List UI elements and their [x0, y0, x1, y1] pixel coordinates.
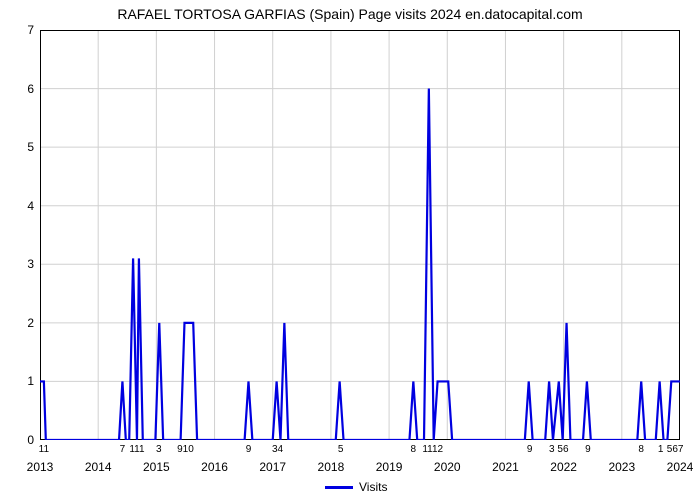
- x-point-label: 111: [129, 444, 144, 455]
- x-year-label: 2022: [550, 460, 577, 474]
- x-year-label: 2018: [318, 460, 345, 474]
- legend: Visits: [325, 480, 387, 494]
- y-tick-label: 0: [14, 433, 34, 447]
- y-tick-label: 3: [14, 257, 34, 271]
- x-point-label: 8: [638, 444, 644, 455]
- legend-label: Visits: [359, 480, 387, 494]
- chart-svg: [40, 30, 680, 440]
- x-year-label: 2024: [667, 460, 694, 474]
- x-point-label: 3 56: [549, 444, 568, 455]
- y-tick-label: 5: [14, 140, 34, 154]
- plot-area: [40, 30, 680, 440]
- y-tick-label: 2: [14, 316, 34, 330]
- y-tick-label: 7: [14, 23, 34, 37]
- x-year-label: 2016: [201, 460, 228, 474]
- legend-swatch: [325, 486, 353, 489]
- x-year-label: 2021: [492, 460, 519, 474]
- x-year-label: 2013: [27, 460, 54, 474]
- x-year-label: 2019: [376, 460, 403, 474]
- chart-title: RAFAEL TORTOSA GARFIAS (Spain) Page visi…: [0, 6, 700, 22]
- x-point-label: 3: [156, 444, 162, 455]
- x-point-label: 9: [246, 444, 252, 455]
- x-point-label: 11: [39, 444, 49, 455]
- x-point-label: 910: [177, 444, 194, 455]
- x-year-label: 2023: [608, 460, 635, 474]
- x-year-label: 2015: [143, 460, 170, 474]
- x-point-label: 1: [658, 444, 664, 455]
- x-point-label: 5: [338, 444, 344, 455]
- y-tick-label: 6: [14, 82, 34, 96]
- x-point-label: 8: [411, 444, 417, 455]
- x-point-label: 9: [585, 444, 591, 455]
- x-year-label: 2014: [85, 460, 112, 474]
- chart-container: RAFAEL TORTOSA GARFIAS (Spain) Page visi…: [0, 0, 700, 500]
- x-point-label: 7: [120, 444, 126, 455]
- x-point-label: 34: [272, 444, 283, 455]
- x-year-label: 2020: [434, 460, 461, 474]
- x-year-label: 2017: [259, 460, 286, 474]
- x-point-label: 567: [667, 444, 684, 455]
- x-point-label: 9: [527, 444, 533, 455]
- x-point-label: 1112: [422, 444, 443, 455]
- y-tick-label: 4: [14, 199, 34, 213]
- y-tick-label: 1: [14, 374, 34, 388]
